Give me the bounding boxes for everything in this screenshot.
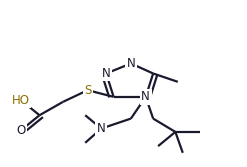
Text: HO: HO: [12, 94, 30, 107]
Text: N: N: [141, 90, 150, 103]
Text: N: N: [126, 57, 135, 70]
Text: S: S: [84, 84, 91, 97]
Text: N: N: [102, 67, 111, 80]
Text: O: O: [16, 124, 26, 137]
Text: N: N: [97, 122, 106, 135]
